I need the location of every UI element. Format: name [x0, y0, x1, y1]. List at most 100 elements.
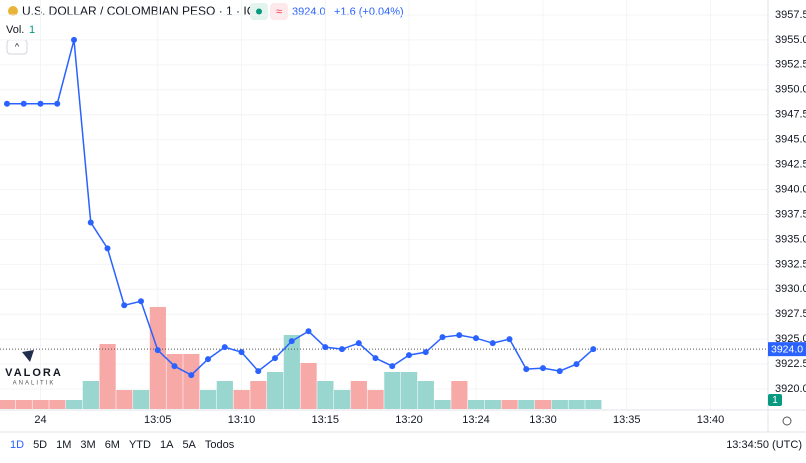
y-tick-label: 3927.5: [775, 308, 806, 320]
price-point: [238, 349, 245, 356]
volume-bar: [233, 390, 250, 409]
volume-bar: [367, 390, 384, 409]
y-tick-label: 3940.0: [775, 183, 806, 195]
range-button[interactable]: 6M: [105, 439, 120, 451]
volume-bar: [200, 390, 217, 409]
volume-bar: [585, 400, 602, 409]
price-point: [523, 366, 530, 373]
price-point: [37, 100, 44, 107]
price-point: [322, 344, 329, 351]
y-tick-label: 3950.0: [775, 84, 806, 96]
settings-icon[interactable]: [782, 416, 792, 426]
status-dot: [256, 8, 262, 15]
volume-bar: [535, 400, 552, 409]
x-tick-label: 13:15: [311, 414, 339, 426]
volume-badge: [768, 394, 782, 406]
range-button[interactable]: 3M: [80, 439, 95, 451]
price-point: [355, 340, 362, 347]
range-button[interactable]: Todos: [205, 439, 235, 451]
range-button[interactable]: 1A: [160, 439, 174, 451]
volume-bar: [300, 363, 317, 409]
logo-name: VALORA: [5, 367, 63, 379]
price-point: [272, 355, 278, 362]
price-point: [389, 363, 396, 370]
price-point: [288, 338, 295, 345]
x-tick-label: 13:24: [462, 414, 490, 426]
range-button[interactable]: 5A: [182, 439, 196, 451]
price-point: [590, 346, 597, 353]
delay-badge: [270, 3, 288, 20]
price-point: [305, 328, 312, 335]
volume-bar: [0, 400, 16, 409]
price-point: [54, 100, 61, 107]
volume-bar: [49, 400, 66, 409]
price-point: [221, 344, 228, 351]
price-point: [406, 352, 412, 359]
volume-bar: [350, 381, 367, 409]
y-tick-label: 3932.5: [775, 258, 806, 270]
volume-bar: [568, 400, 585, 409]
logo-tagline: ANALITIK: [13, 381, 56, 387]
volume-bar: [434, 400, 451, 409]
price-point: [104, 245, 111, 252]
collapse-icon: ^: [15, 41, 20, 51]
flag-icon: [8, 6, 18, 16]
volume-bar: [82, 381, 99, 409]
price-point: [556, 368, 563, 375]
price-point: [121, 302, 128, 309]
quote: 3924.0: [292, 6, 326, 18]
clock: 13:34:50 (UTC): [726, 439, 802, 451]
y-tick-label: 3935.0: [775, 233, 806, 245]
price-point: [20, 100, 27, 107]
change: +1.6 (+0.04%): [334, 6, 404, 18]
volume-bar: [401, 372, 418, 409]
volume-bar: [384, 372, 401, 409]
price-point: [71, 36, 77, 43]
x-tick-label: 13:40: [697, 414, 725, 426]
volume-bar: [267, 372, 284, 409]
volume-bar: [283, 335, 300, 409]
volume-bar: [99, 344, 116, 409]
last-price-label: 3924.0: [771, 343, 803, 355]
y-tick-label: 3942.5: [775, 159, 806, 171]
volume-bar: [216, 381, 233, 409]
volume-bar: [518, 400, 535, 409]
volume-bar: [451, 381, 468, 409]
range-button[interactable]: 1M: [56, 439, 71, 451]
volume-bar: [183, 354, 200, 409]
logo-mark: [22, 350, 34, 362]
range-button[interactable]: 5D: [33, 439, 47, 451]
volume-bar: [551, 400, 568, 409]
x-tick-label: 13:35: [613, 414, 641, 426]
price-point: [138, 298, 144, 305]
x-tick-label: 13:30: [529, 414, 557, 426]
x-tick-label: 13:05: [144, 414, 172, 426]
price-point: [506, 336, 513, 343]
last-price-badge: [768, 342, 806, 357]
volume-bar: [250, 381, 267, 409]
price-point: [372, 355, 379, 362]
range-button[interactable]: 1D: [10, 439, 24, 451]
price-point: [87, 219, 94, 226]
volume-bar: [149, 307, 166, 409]
price-point: [255, 368, 262, 375]
volume-bar: [32, 400, 49, 409]
volume-badge-label: 1: [772, 395, 778, 406]
chart-title: U.S. DOLLAR / COLOMBIAN PESO · 1 · ICE: [22, 4, 263, 18]
y-tick-label: 3930.0: [775, 283, 806, 295]
volume-bar: [484, 400, 501, 409]
y-tick-label: 3922.5: [775, 358, 806, 370]
volume-bar: [66, 400, 83, 409]
volume-value: 1: [29, 24, 35, 36]
price-point: [573, 361, 580, 368]
volume-bar: [468, 400, 485, 409]
y-tick-label: 3955.0: [775, 34, 806, 46]
range-button[interactable]: YTD: [129, 439, 151, 451]
volume-label: Vol.: [6, 24, 24, 36]
x-tick-label: 24: [34, 414, 46, 426]
toolbar: 1D 5D 1M 3M 6M YTD 1A 5A Todos: [10, 439, 235, 451]
x-tick-label: 13:10: [228, 414, 256, 426]
price-point: [439, 334, 446, 341]
y-tick-label: 3925.0: [775, 333, 806, 345]
